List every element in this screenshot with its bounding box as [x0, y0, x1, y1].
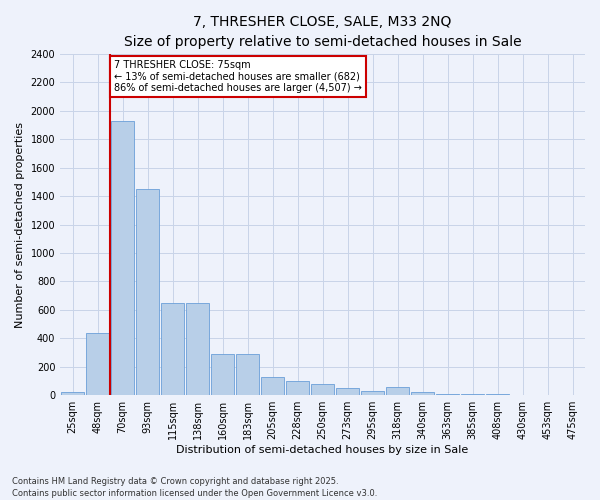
Bar	[412, 392, 434, 395]
Bar	[486, 394, 509, 395]
Bar	[236, 354, 259, 395]
Bar	[386, 388, 409, 395]
Bar	[286, 381, 309, 395]
Bar	[112, 120, 134, 395]
Text: 7 THRESHER CLOSE: 75sqm
← 13% of semi-detached houses are smaller (682)
86% of s: 7 THRESHER CLOSE: 75sqm ← 13% of semi-de…	[114, 60, 362, 92]
X-axis label: Distribution of semi-detached houses by size in Sale: Distribution of semi-detached houses by …	[176, 445, 469, 455]
Bar	[61, 392, 84, 395]
Bar	[436, 394, 459, 395]
Bar	[337, 388, 359, 395]
Text: Contains HM Land Registry data © Crown copyright and database right 2025.
Contai: Contains HM Land Registry data © Crown c…	[12, 476, 377, 498]
Bar	[262, 376, 284, 395]
Bar	[211, 354, 234, 395]
Bar	[361, 391, 384, 395]
Y-axis label: Number of semi-detached properties: Number of semi-detached properties	[15, 122, 25, 328]
Bar	[136, 189, 159, 395]
Title: 7, THRESHER CLOSE, SALE, M33 2NQ
Size of property relative to semi-detached hous: 7, THRESHER CLOSE, SALE, M33 2NQ Size of…	[124, 15, 521, 48]
Bar	[187, 303, 209, 395]
Bar	[161, 303, 184, 395]
Bar	[311, 384, 334, 395]
Bar	[86, 332, 109, 395]
Bar	[461, 394, 484, 395]
